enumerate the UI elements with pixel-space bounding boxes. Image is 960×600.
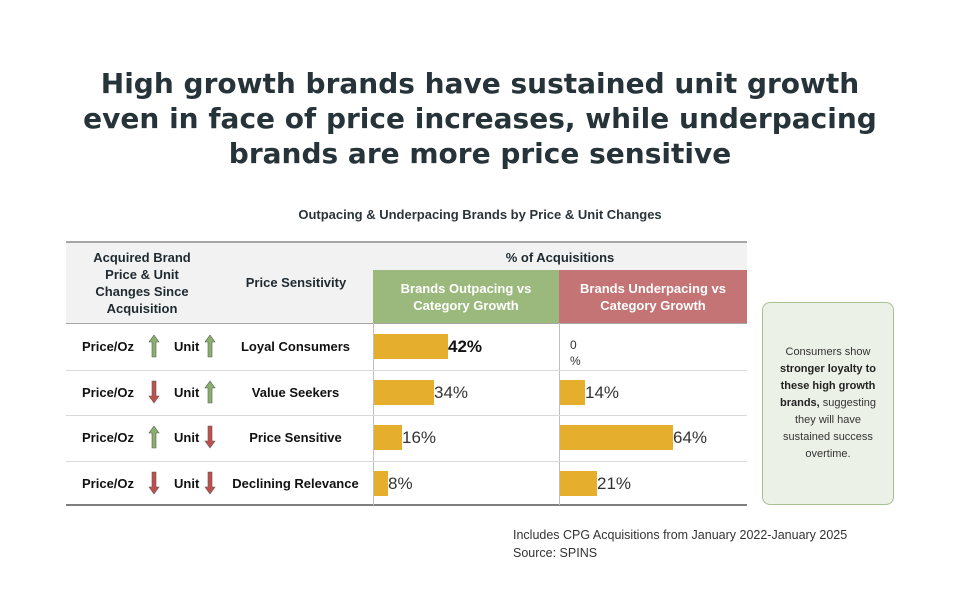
- bar: [374, 470, 388, 496]
- unit-label: Unit: [174, 430, 200, 445]
- chart-title: Outpacing & Underpacing Brands by Price …: [298, 207, 662, 222]
- unit-label: Unit: [174, 475, 200, 491]
- header-brands-outpacing: Brands Outpacing vs Category Growth: [373, 270, 559, 323]
- footnote: Includes CPG Acquisitions from January 2…: [513, 526, 847, 562]
- price-sensitivity-label: Loyal Consumers: [240, 339, 351, 354]
- acquisitions-table: Acquired Brand Price & Unit Changes Sinc…: [66, 241, 747, 506]
- price-sensitivity-label: Price Sensitive: [249, 430, 342, 445]
- column-divider: [559, 323, 560, 505]
- arrow-down-icon: [148, 380, 160, 409]
- data-label: 14%: [585, 382, 620, 402]
- header-brands-underpacing: Brands Underpacing vs Category Growth: [559, 270, 747, 323]
- data-label: 64%: [673, 428, 708, 447]
- arrow-down-svg: [148, 471, 160, 495]
- data-label: 34%: [434, 382, 469, 402]
- arrow-up-icon: [204, 379, 216, 409]
- arrow-down-svg: [204, 471, 216, 495]
- data-label: 16%: [402, 428, 437, 447]
- arrow-up-svg: [148, 334, 160, 358]
- header-price-sensitivity: Price Sensitivity: [245, 275, 347, 290]
- arrow-up-icon: [204, 334, 216, 363]
- data-label: 21%: [597, 473, 632, 493]
- callout-emphasis: stronger loyalty to these high growth br…: [780, 363, 876, 409]
- row-divider: [66, 415, 747, 416]
- data-label: 0 %: [570, 338, 581, 368]
- row-divider: [66, 369, 747, 371]
- arrow-down-svg: [204, 425, 216, 449]
- bar: [560, 425, 673, 450]
- arrow-down-icon: [204, 425, 216, 454]
- arrow-up-svg: [204, 334, 216, 358]
- header-rule: [66, 323, 747, 324]
- arrow-down-icon: [204, 471, 216, 500]
- arrow-up-svg: [204, 379, 216, 403]
- row-divider: [66, 460, 747, 462]
- bar: [374, 379, 434, 405]
- price-per-oz-label: Price/Oz: [82, 339, 135, 354]
- arrow-up-icon: [148, 334, 160, 363]
- table-top-rule: [66, 241, 747, 243]
- arrow-down-svg: [148, 380, 160, 404]
- unit-label: Unit: [174, 384, 200, 400]
- data-label: 8%: [388, 473, 413, 493]
- arrow-up-svg: [148, 425, 160, 449]
- arrow-down-icon: [148, 471, 160, 500]
- unit-label: Unit: [174, 339, 200, 354]
- price-per-oz-label: Price/Oz: [82, 430, 135, 445]
- callout-text: Consumers show: [785, 346, 871, 358]
- bar: [560, 379, 585, 405]
- header-price-unit-change: Acquired Brand Price & Unit Changes Sinc…: [93, 250, 191, 316]
- insight-callout: Consumers show stronger loyalty to these…: [762, 302, 894, 505]
- table-bottom-rule: [66, 504, 747, 506]
- bar: [374, 334, 448, 359]
- price-per-oz-label: Price/Oz: [82, 384, 135, 400]
- price-sensitivity-label: Value Seekers: [251, 384, 340, 400]
- data-label: 42%: [448, 337, 483, 356]
- footnote-scope: Includes CPG Acquisitions from January 2…: [513, 528, 848, 542]
- callout-text-end: suggesting they will have sustained succ…: [783, 397, 876, 460]
- column-divider: [373, 323, 374, 505]
- price-sensitivity-label: Declining Relevance: [232, 475, 359, 491]
- header-percent-acquisitions: % of Acquisitions: [505, 250, 615, 265]
- page-title: High growth brands have sustained unit g…: [83, 67, 877, 170]
- bar: [374, 425, 402, 450]
- footnote-source: Source: SPINS: [513, 546, 598, 560]
- arrow-up-icon: [148, 425, 160, 454]
- bar: [560, 470, 597, 496]
- price-per-oz-label: Price/Oz: [82, 475, 135, 491]
